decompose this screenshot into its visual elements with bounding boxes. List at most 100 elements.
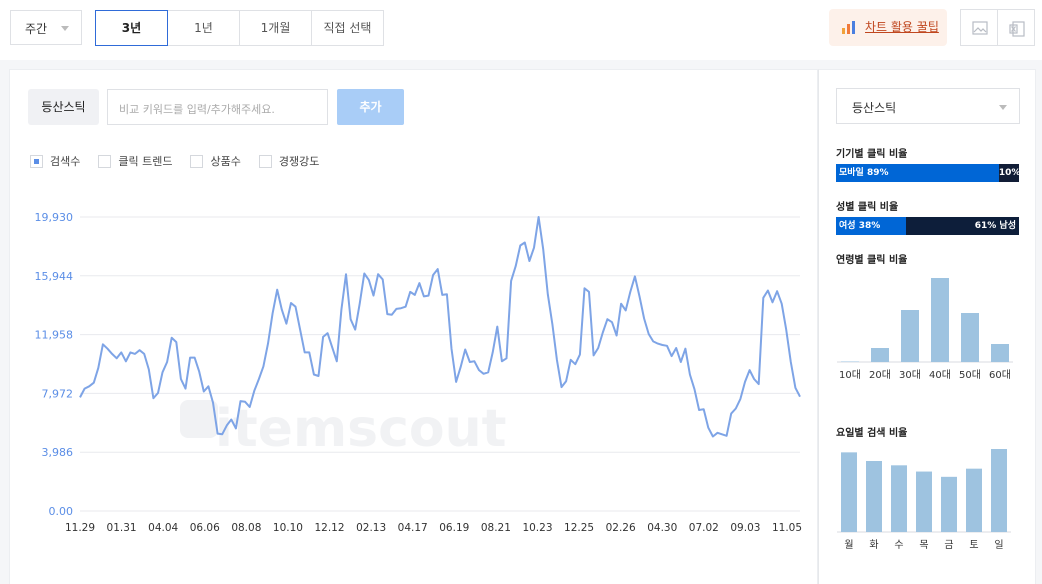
- mobile-segment: 모바일 89%: [836, 164, 999, 182]
- weekday-ratio-title: 요일별 검색 비율: [836, 428, 908, 439]
- x-tick-label: 09.03: [730, 522, 760, 534]
- compare-keyword-input[interactable]: 비교 키워드를 입력/추가해주세요.: [107, 89, 328, 125]
- x-tick-label: 07.02: [689, 522, 719, 534]
- y-tick-label: 3,986: [42, 446, 74, 459]
- tab-3-years[interactable]: 3년: [95, 10, 168, 46]
- y-tick-label: 15,944: [35, 270, 74, 283]
- image-download-button[interactable]: [960, 9, 998, 46]
- legend-label: 상품수: [210, 155, 241, 168]
- x-tick-label: 08.21: [481, 522, 511, 534]
- age-bar-chart: 10대 20대 30대 40대 50대 60대: [837, 278, 1013, 381]
- bar-category-label: 30대: [899, 369, 921, 381]
- bar-category-label: 수: [894, 539, 903, 551]
- x-tick-label: 11.05: [772, 522, 802, 534]
- search-count-series-line: [79, 216, 801, 438]
- x-tick-label: 12.25: [564, 522, 594, 534]
- bar-category-label: 화: [869, 539, 878, 551]
- y-tick-label: 19,930: [35, 211, 74, 224]
- keyword-select-value: 등산스틱: [852, 101, 897, 115]
- bar-category-label: 토: [969, 540, 978, 551]
- legend-item-competition[interactable]: 경쟁강도: [258, 153, 320, 169]
- tab-custom-range[interactable]: 직접 선택: [311, 10, 384, 46]
- bar: [871, 348, 889, 362]
- device-ratio-bar: 모바일 89% 10% PC: [836, 164, 1019, 182]
- bar-category-label: 50대: [959, 369, 981, 381]
- checkbox-icon[interactable]: [258, 154, 272, 168]
- bar: [891, 465, 907, 532]
- period-select[interactable]: 주간: [10, 10, 82, 45]
- keyword-select[interactable]: 등산스틱: [836, 88, 1020, 124]
- x-tick-label: 11.29: [65, 522, 95, 534]
- y-tick-label: 7,972: [42, 387, 74, 400]
- checkbox-icon[interactable]: [98, 154, 112, 168]
- bar: [841, 452, 857, 532]
- x-tick-label: 12.12: [314, 522, 344, 534]
- bar: [991, 344, 1009, 362]
- bar-category-label: 월: [844, 539, 853, 551]
- bar-category-label: 목: [919, 539, 928, 551]
- watermark-text: itemscout: [215, 399, 507, 459]
- search-volume-line-chart: itemscout 0.00 3,986 7,972 11,958 15,944 19,93…: [35, 211, 803, 534]
- y-tick-label: 0.00: [49, 505, 74, 518]
- bar-category-label: 40대: [929, 369, 951, 381]
- female-segment: 여성 38%: [836, 217, 906, 235]
- demographics-panel: 등산스틱 기기별 클릭 비율 모바일 89% 10% PC 성별 클릭 비율 여…: [818, 69, 1036, 584]
- y-tick-label: 11,958: [35, 329, 74, 342]
- bar-category-label: 20대: [869, 369, 891, 381]
- bar-category-label: 10대: [839, 369, 861, 381]
- pc-segment: 10% PC: [998, 164, 1019, 182]
- bar: [991, 449, 1007, 532]
- x-tick-label: 06.06: [190, 522, 220, 534]
- x-tick-label: 04.30: [647, 522, 677, 534]
- x-tick-label: 04.17: [398, 522, 428, 534]
- add-keyword-button[interactable]: 추가: [337, 89, 404, 125]
- watermark-logo-icon: [180, 400, 218, 438]
- chevron-down-icon: [61, 26, 69, 31]
- range-tabs: 3년 1년 1개월 직접 선택: [95, 10, 384, 46]
- tab-1-month[interactable]: 1개월: [239, 10, 312, 46]
- legend-label: 클릭 트렌드: [118, 155, 173, 168]
- bar-chart-icon: [842, 21, 858, 34]
- x-tick-label: 10.23: [522, 522, 552, 534]
- gender-ratio-title: 성별 클릭 비율: [836, 202, 899, 213]
- search-trend-panel: 등산스틱 비교 키워드를 입력/추가해주세요. 추가 검색수 클릭 트렌드 상품…: [9, 69, 818, 584]
- legend-item-product-count[interactable]: 상품수: [190, 153, 241, 169]
- bar: [916, 471, 932, 532]
- gender-ratio-bar: 여성 38% 61% 남성: [836, 217, 1019, 235]
- bar: [901, 310, 919, 362]
- bar: [961, 313, 979, 362]
- x-tick-label: 08.08: [231, 522, 261, 534]
- device-ratio-title: 기기별 클릭 비율: [836, 149, 908, 160]
- legend-item-search-count[interactable]: 검색수: [30, 153, 80, 169]
- bar: [841, 361, 859, 362]
- bar-category-label: 60대: [989, 369, 1011, 381]
- chart-tips-button[interactable]: 차트 활용 꿀팁: [829, 9, 947, 46]
- age-ratio-title: 연령별 클릭 비율: [836, 255, 908, 266]
- x-tick-label: 06.19: [439, 522, 469, 534]
- checkbox-icon[interactable]: [190, 154, 204, 168]
- bar: [866, 460, 882, 532]
- period-select-value: 주간: [25, 22, 48, 36]
- keyword-chip[interactable]: 등산스틱: [28, 89, 99, 125]
- top-toolbar: 주간 3년 1년 1개월 직접 선택 차트 활용 꿀팁: [0, 0, 1042, 60]
- x-tick-label: 10.10: [273, 522, 303, 534]
- legend-label: 검색수: [50, 155, 81, 168]
- bar-category-label: 일: [994, 539, 1003, 551]
- bar: [966, 468, 982, 532]
- legend-label: 경쟁강도: [278, 155, 320, 168]
- spreadsheet-icon: [1009, 21, 1025, 37]
- checkbox-checked-icon[interactable]: [30, 154, 43, 168]
- image-icon: [972, 21, 988, 35]
- x-tick-label: 01.31: [107, 522, 137, 534]
- excel-download-button[interactable]: [997, 9, 1035, 46]
- bar-category-label: 금: [944, 539, 953, 551]
- x-tick-label: 02.13: [356, 522, 386, 534]
- male-segment: 61% 남성: [905, 217, 1019, 235]
- tab-1-year[interactable]: 1년: [167, 10, 240, 46]
- chevron-down-icon: [999, 105, 1007, 110]
- x-tick-label: 04.04: [148, 522, 178, 534]
- chart-legend: 검색수 클릭 트렌드 상품수 경쟁강도: [30, 153, 337, 169]
- bar: [931, 278, 949, 362]
- legend-item-click-trend[interactable]: 클릭 트렌드: [98, 153, 172, 169]
